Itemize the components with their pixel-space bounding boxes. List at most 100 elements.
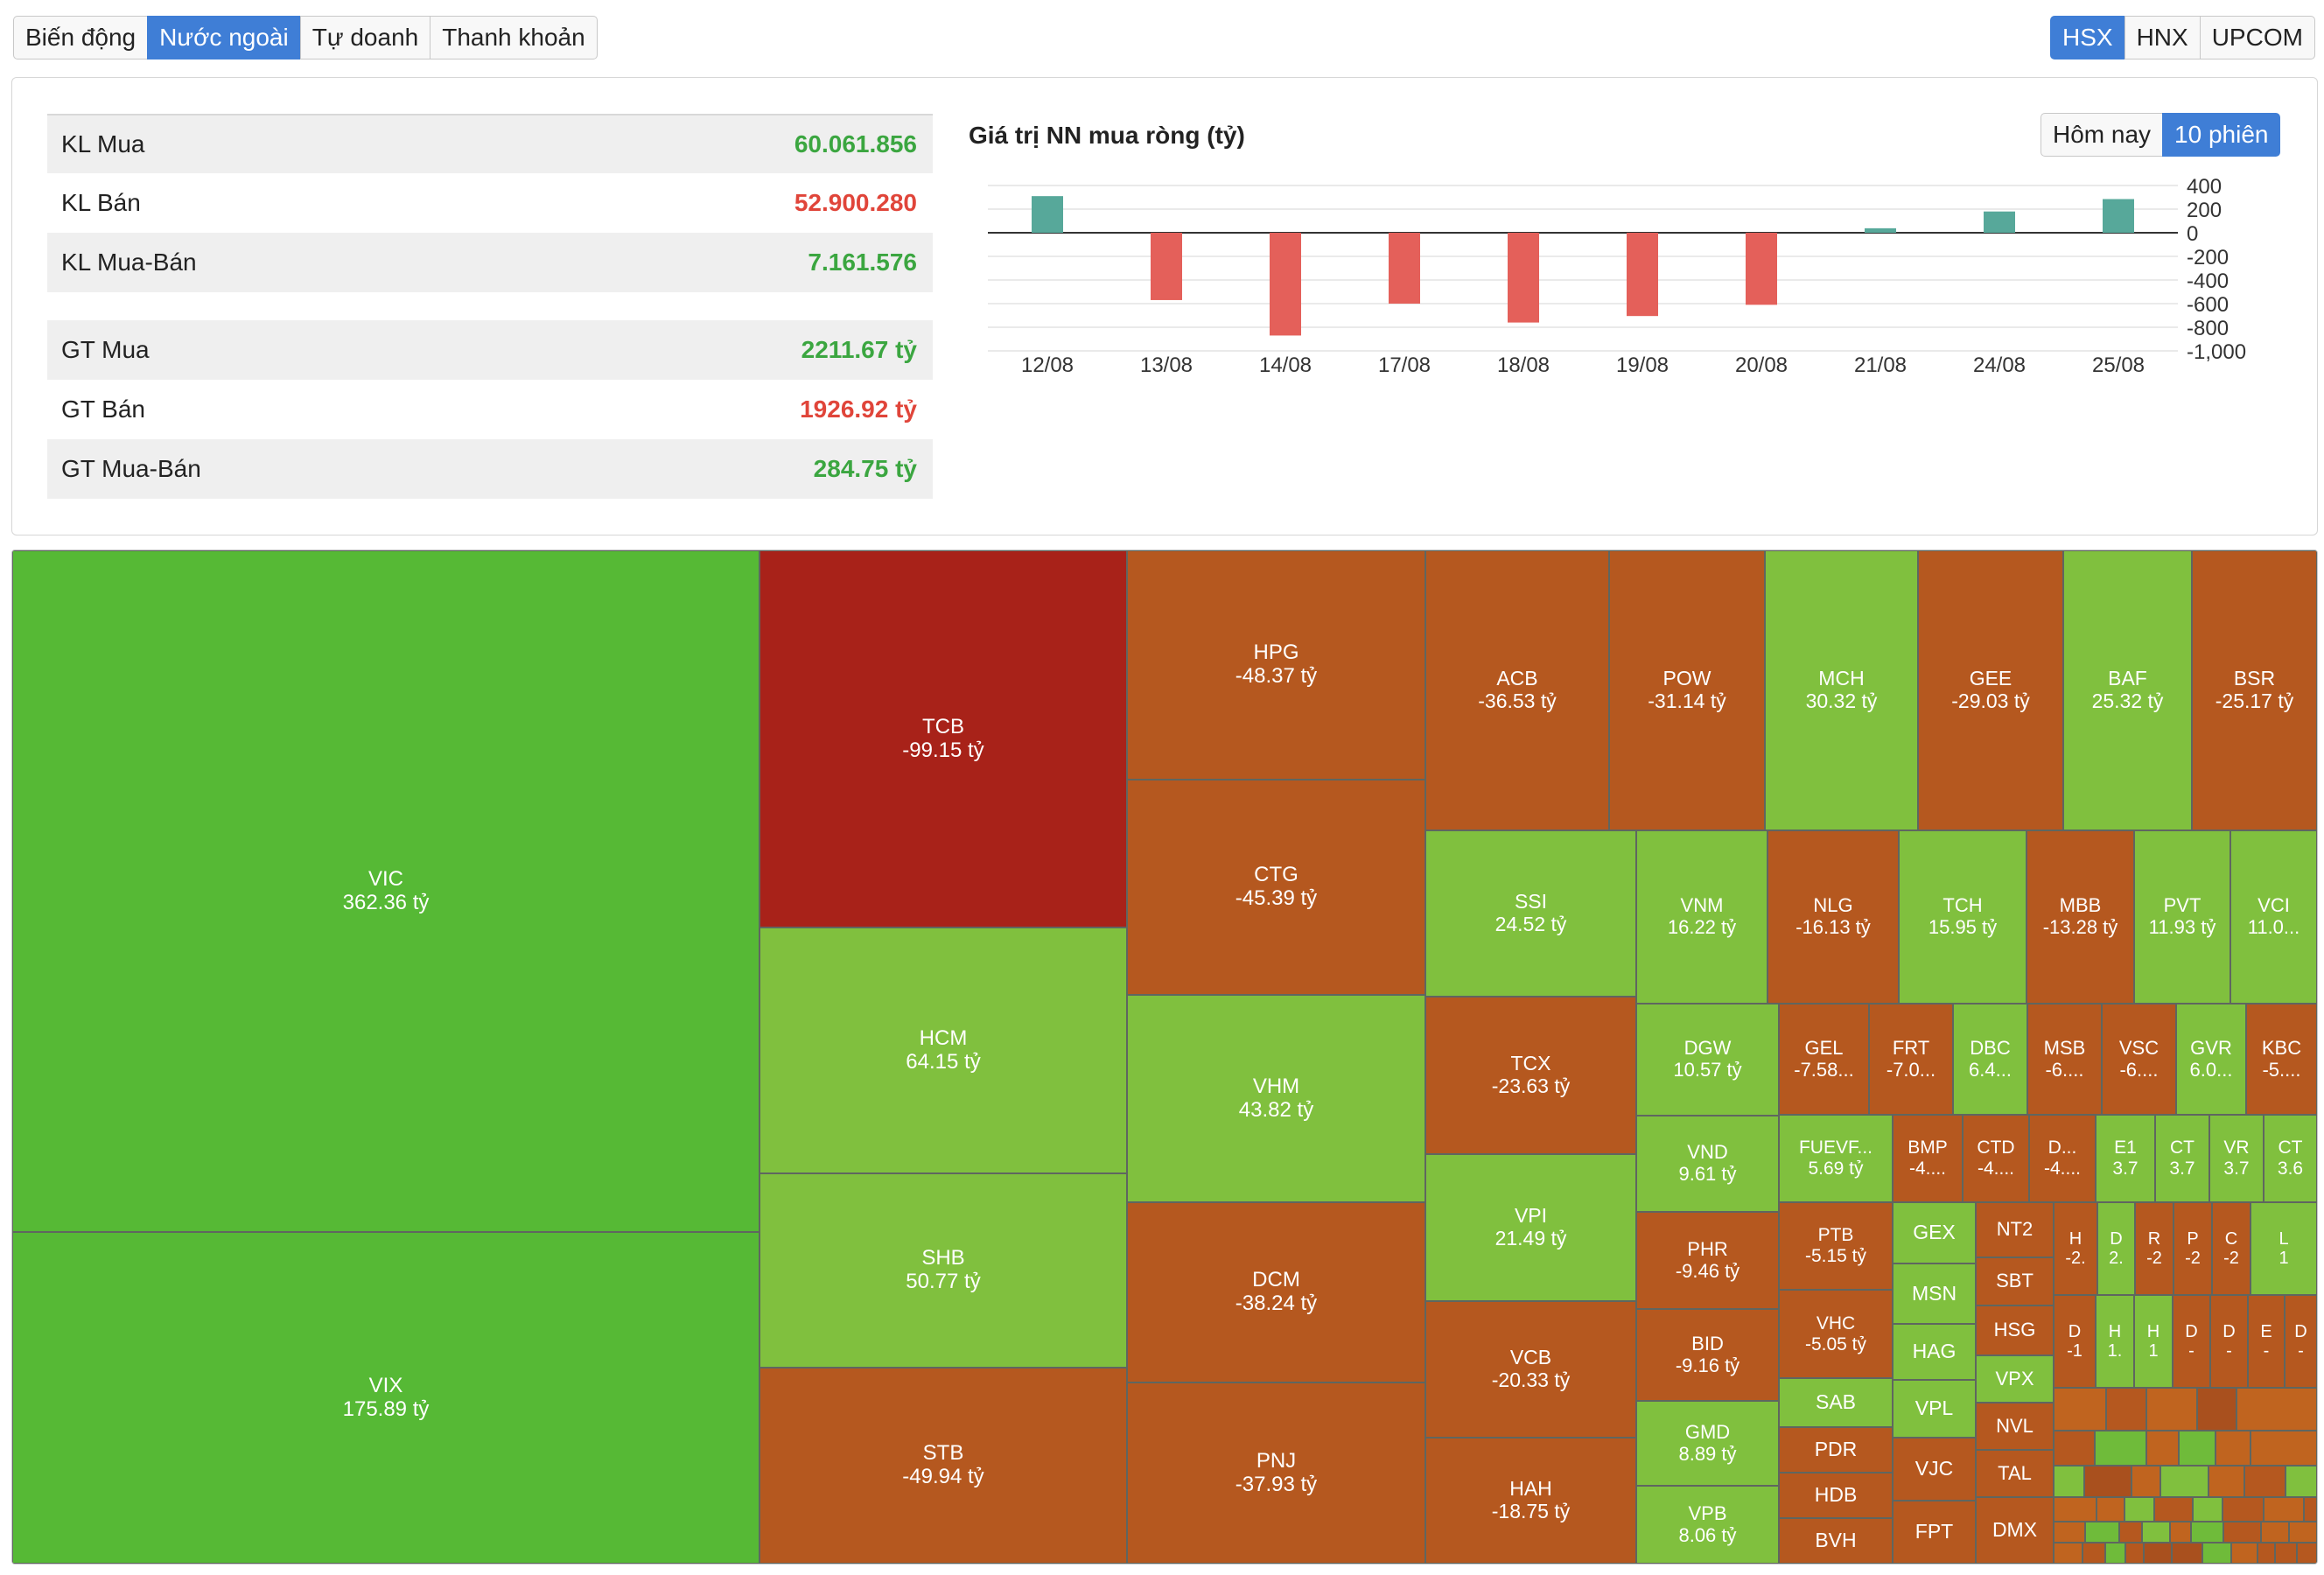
period-tab-h-m-nay[interactable]: Hôm nay	[2040, 113, 2163, 157]
treemap-tile-e[interactable]: E-	[2248, 1295, 2285, 1388]
treemap-tile-small[interactable]	[2132, 1466, 2160, 1497]
treemap-tile-ssi[interactable]: SSI 24.52 tỷ	[1425, 830, 1636, 997]
treemap-tile-hdb[interactable]: HDB	[1779, 1473, 1893, 1518]
treemap-tile-small[interactable]	[2286, 1466, 2317, 1497]
treemap-tile-tal[interactable]: TAL	[1976, 1450, 2054, 1497]
treemap-tile-ptb[interactable]: PTB -5.15 tỷ	[1779, 1202, 1893, 1290]
treemap-tile-hsg[interactable]: HSG	[1976, 1306, 2054, 1355]
treemap-tile-gvr[interactable]: GVR 6.0...	[2176, 1004, 2246, 1115]
treemap-tile-small[interactable]	[2258, 1543, 2275, 1564]
treemap-tile-shb[interactable]: SHB 50.77 tỷ	[760, 1173, 1127, 1368]
treemap-tile-hag[interactable]: HAG	[1893, 1324, 1976, 1380]
treemap-tile-sab[interactable]: SAB	[1779, 1378, 1893, 1427]
treemap-tile-small[interactable]	[2170, 1522, 2191, 1543]
treemap-tile-small[interactable]	[2193, 1497, 2222, 1522]
treemap-tile-bmp[interactable]: BMP -4....	[1893, 1115, 1963, 1202]
treemap-tile-small[interactable]	[2082, 1543, 2105, 1564]
treemap-tile-vpl[interactable]: VPL	[1893, 1380, 1976, 1438]
treemap-tile-r[interactable]: R -2	[2135, 1202, 2174, 1295]
treemap-tile-kbc[interactable]: KBC -5....	[2246, 1004, 2317, 1115]
treemap-tile-hpg[interactable]: HPG -48.37 tỷ	[1127, 550, 1425, 780]
treemap-tile-small[interactable]	[2054, 1497, 2096, 1522]
treemap-tile-ct[interactable]: CT 3.7	[2155, 1115, 2209, 1202]
treemap-tile-h[interactable]: H 1.	[2096, 1295, 2134, 1388]
treemap-tile-pow[interactable]: POW -31.14 tỷ	[1609, 550, 1765, 830]
tab-bi-n-ng[interactable]: Biến động	[13, 16, 148, 60]
treemap-tile-small[interactable]	[2202, 1543, 2231, 1564]
treemap-tile-small[interactable]	[2146, 1388, 2197, 1431]
treemap-tile-small[interactable]	[2261, 1522, 2289, 1543]
treemap-tile-msn[interactable]: MSN	[1893, 1264, 1976, 1324]
treemap-tile-small[interactable]	[2084, 1466, 2132, 1497]
treemap-tile-small[interactable]	[2250, 1431, 2317, 1466]
treemap-tile-small[interactable]	[2096, 1497, 2124, 1522]
treemap-tile-small[interactable]	[2144, 1543, 2172, 1564]
treemap-tile-vnm[interactable]: VNM 16.22 tỷ	[1636, 830, 1768, 1004]
exchange-tab-hnx[interactable]: HNX	[2124, 16, 2200, 60]
treemap-tile-msb[interactable]: MSB -6....	[2027, 1004, 2102, 1115]
treemap-tile-d[interactable]: D-	[2285, 1295, 2317, 1388]
treemap-tile-dmx[interactable]: DMX	[1976, 1497, 2054, 1564]
treemap-tile-small[interactable]	[2179, 1431, 2216, 1466]
treemap-tile-small[interactable]	[2125, 1543, 2144, 1564]
treemap-tile-stb[interactable]: STB -49.94 tỷ	[760, 1368, 1127, 1564]
treemap-tile-bvh[interactable]: BVH	[1779, 1518, 1893, 1564]
treemap-tile-small[interactable]	[2054, 1522, 2085, 1543]
treemap-tile-ctg[interactable]: CTG -45.39 tỷ	[1127, 780, 1425, 995]
treemap-tile-fuevf[interactable]: FUEVF... 5.69 tỷ	[1779, 1115, 1893, 1202]
treemap-tile-small[interactable]	[2105, 1543, 2125, 1564]
treemap-tile-fpt[interactable]: FPT	[1893, 1501, 1976, 1564]
treemap-tile-sbt[interactable]: SBT	[1976, 1257, 2054, 1306]
treemap-tile-vr[interactable]: VR 3.7	[2209, 1115, 2264, 1202]
treemap-tile-small[interactable]	[2095, 1431, 2146, 1466]
treemap-tile-p[interactable]: P -2	[2174, 1202, 2212, 1295]
treemap-tile-vjc[interactable]: VJC	[1893, 1438, 1976, 1501]
treemap-tile-vnd[interactable]: VND 9.61 tỷ	[1636, 1116, 1779, 1212]
treemap-tile-vhm[interactable]: VHM 43.82 tỷ	[1127, 995, 1425, 1202]
treemap-tile-vci[interactable]: VCI 11.0...	[2230, 830, 2317, 1004]
treemap-tile-bsr[interactable]: BSR -25.17 tỷ	[2192, 550, 2317, 830]
treemap-tile-small[interactable]	[2119, 1522, 2142, 1543]
treemap-tile-small[interactable]	[2142, 1522, 2170, 1543]
treemap-tile-small[interactable]	[2054, 1431, 2095, 1466]
treemap-tile-tcb[interactable]: TCB -99.15 tỷ	[760, 550, 1127, 928]
treemap-tile-vic[interactable]: VIC 362.36 tỷ	[12, 550, 760, 1232]
treemap-tile-dgw[interactable]: DGW 10.57 tỷ	[1636, 1004, 1779, 1116]
tab-n-c-ngo-i[interactable]: Nước ngoài	[147, 16, 300, 60]
treemap-tile-small[interactable]	[2216, 1431, 2250, 1466]
treemap-tile-mbb[interactable]: MBB -13.28 tỷ	[2026, 830, 2134, 1004]
treemap-tile-small[interactable]	[2054, 1543, 2082, 1564]
treemap-tile-small[interactable]	[2172, 1543, 2202, 1564]
treemap-tile-vix[interactable]: VIX 175.89 tỷ	[12, 1232, 760, 1564]
treemap-tile-tcx[interactable]: TCX -23.63 tỷ	[1425, 997, 1636, 1154]
treemap-tile-small[interactable]	[2304, 1497, 2317, 1522]
treemap-tile-vcb[interactable]: VCB -20.33 tỷ	[1425, 1301, 1636, 1438]
treemap-tile-vsc[interactable]: VSC -6....	[2102, 1004, 2176, 1115]
treemap-tile-mch[interactable]: MCH 30.32 tỷ	[1765, 550, 1918, 830]
treemap-tile-d[interactable]: D 2.	[2097, 1202, 2135, 1295]
treemap-tile-small[interactable]	[2085, 1522, 2119, 1543]
treemap-tile-small[interactable]	[2160, 1466, 2208, 1497]
treemap-tile-small[interactable]	[2244, 1466, 2286, 1497]
treemap-tile-small[interactable]	[2289, 1522, 2317, 1543]
treemap-tile-small[interactable]	[2231, 1543, 2258, 1564]
treemap-tile-vpx[interactable]: VPX	[1976, 1355, 2054, 1403]
treemap-tile-baf[interactable]: BAF 25.32 tỷ	[2063, 550, 2192, 830]
treemap-tile-gee[interactable]: GEE -29.03 tỷ	[1918, 550, 2063, 830]
treemap-tile-vhc[interactable]: VHC -5.05 tỷ	[1779, 1290, 1893, 1378]
treemap-tile-gex[interactable]: GEX	[1893, 1202, 1976, 1264]
exchange-tab-hsx[interactable]: HSX	[2050, 16, 2124, 60]
treemap-tile-pnj[interactable]: PNJ -37.93 tỷ	[1127, 1382, 1425, 1564]
treemap-tile-gmd[interactable]: GMD 8.89 tỷ	[1636, 1401, 1779, 1486]
treemap-tile-small[interactable]	[2124, 1497, 2154, 1522]
treemap-tile-small[interactable]	[2297, 1543, 2317, 1564]
treemap-tile-small[interactable]	[2106, 1388, 2146, 1431]
treemap-tile-small[interactable]	[2208, 1466, 2244, 1497]
treemap-tile-acb[interactable]: ACB -36.53 tỷ	[1425, 550, 1609, 830]
treemap-tile-dcm[interactable]: DCM -38.24 tỷ	[1127, 1202, 1425, 1382]
treemap-tile-small[interactable]	[2154, 1497, 2193, 1522]
treemap-tile-tch[interactable]: TCH 15.95 tỷ	[1899, 830, 2026, 1004]
treemap-tile-gel[interactable]: GEL -7.58...	[1779, 1004, 1869, 1115]
treemap-tile-h[interactable]: H -2.	[2054, 1202, 2097, 1295]
